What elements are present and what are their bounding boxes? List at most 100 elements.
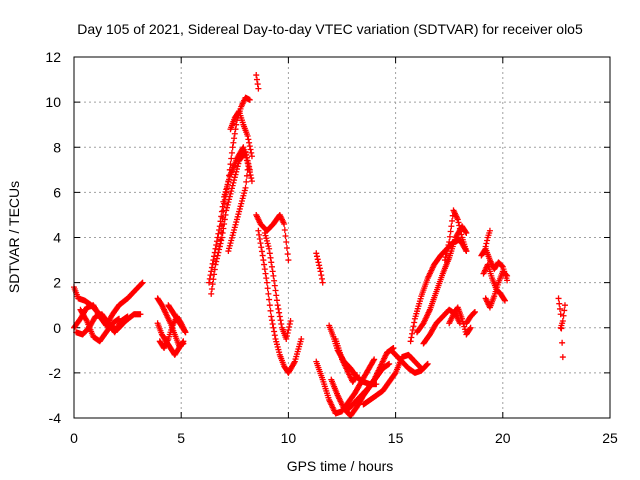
series-t15	[253, 211, 292, 264]
data-point	[456, 225, 463, 232]
data-point	[242, 184, 249, 191]
data-point	[271, 282, 278, 289]
data-point	[268, 263, 275, 270]
data-point	[207, 272, 214, 279]
data-point	[253, 76, 260, 83]
data-point	[503, 272, 510, 279]
data-point	[247, 172, 254, 179]
data-point	[287, 317, 294, 324]
data-point	[467, 324, 474, 331]
data-point	[230, 139, 237, 146]
series-t13	[227, 108, 255, 160]
data-point	[228, 188, 235, 195]
data-point	[218, 208, 225, 215]
data-point	[373, 381, 380, 388]
y-tick-label: 12	[45, 49, 61, 65]
data-point	[230, 179, 237, 186]
data-point	[446, 233, 453, 240]
data-point	[354, 372, 361, 379]
data-point	[410, 323, 417, 330]
data-point	[243, 151, 250, 158]
data-point	[218, 229, 225, 236]
data-point	[116, 315, 123, 322]
data-point	[276, 313, 283, 320]
data-point	[314, 256, 321, 263]
data-point	[224, 181, 231, 188]
data-point	[232, 126, 239, 133]
data-point	[229, 182, 236, 189]
data-point	[556, 300, 563, 307]
data-point	[219, 203, 226, 210]
data-point	[471, 308, 478, 315]
data-point	[255, 85, 262, 92]
data-point	[253, 72, 260, 79]
data-point	[424, 360, 431, 367]
chart-title: Day 105 of 2021, Sidereal Day-to-day VTE…	[77, 21, 583, 37]
data-point	[232, 171, 239, 178]
data-point	[213, 242, 220, 249]
data-point	[248, 178, 255, 185]
data-point	[559, 339, 566, 346]
x-tick-label: 20	[495, 430, 511, 446]
data-point	[283, 239, 290, 246]
data-points	[71, 72, 568, 419]
data-point	[263, 275, 270, 282]
data-point	[243, 154, 250, 161]
data-point	[138, 280, 145, 287]
data-point	[448, 223, 455, 230]
series-t35	[482, 227, 493, 250]
data-point	[370, 357, 377, 364]
data-point	[218, 222, 225, 229]
series-t12	[225, 166, 251, 255]
plot-frame	[73, 56, 611, 419]
data-point	[270, 272, 277, 279]
series-t14	[253, 72, 262, 92]
data-point	[246, 143, 253, 150]
data-point	[317, 268, 324, 275]
series-t18	[313, 250, 326, 286]
data-point	[269, 268, 276, 275]
data-point	[471, 309, 478, 316]
data-point	[213, 255, 220, 262]
y-tick-label: 2	[53, 275, 61, 291]
data-point	[225, 199, 232, 206]
data-point	[409, 330, 416, 337]
data-point	[463, 229, 470, 236]
data-point	[271, 328, 278, 335]
data-point	[229, 144, 236, 151]
x-tick-label: 0	[70, 430, 78, 446]
data-point	[244, 166, 251, 173]
x-axis-label: GPS time / hours	[287, 458, 394, 474]
x-tick-label: 5	[177, 430, 185, 446]
data-point	[246, 139, 253, 146]
data-point	[257, 240, 264, 247]
data-point	[316, 262, 323, 269]
data-point	[501, 297, 508, 304]
data-point	[244, 157, 251, 164]
data-point	[278, 320, 285, 327]
data-point	[319, 279, 326, 286]
data-point	[231, 135, 238, 142]
data-point	[266, 302, 273, 309]
data-point	[411, 319, 418, 326]
data-point	[217, 236, 224, 243]
data-point	[222, 211, 229, 218]
data-point	[298, 336, 305, 343]
data-point	[216, 243, 223, 250]
series-t31	[463, 308, 478, 327]
series-t17	[261, 229, 294, 343]
data-point	[444, 248, 451, 255]
data-point	[499, 263, 506, 270]
data-point	[220, 207, 227, 214]
series-t27	[414, 223, 470, 336]
data-point	[353, 373, 360, 380]
data-point	[486, 227, 493, 234]
data-point	[226, 166, 233, 173]
data-point	[234, 163, 241, 170]
data-point	[386, 360, 393, 367]
data-point	[243, 178, 250, 185]
data-point	[233, 166, 240, 173]
data-point	[222, 193, 229, 200]
data-point	[268, 313, 275, 320]
